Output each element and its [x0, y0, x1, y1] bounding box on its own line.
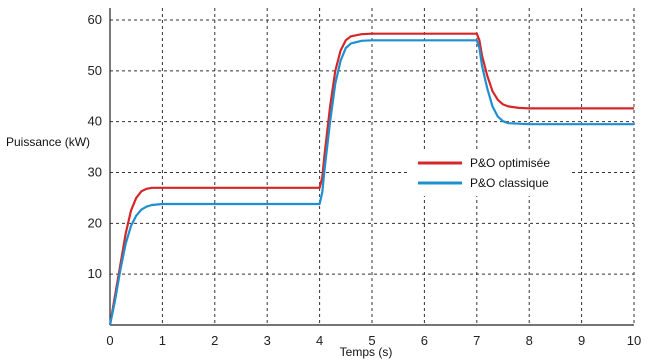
y-tick-label: 40 — [88, 114, 102, 129]
x-tick-label: 9 — [578, 333, 585, 348]
x-tick-label: 4 — [316, 333, 323, 348]
x-axis-label: Temps (s) — [340, 345, 393, 359]
x-tick-label: 8 — [526, 333, 533, 348]
x-tick-label: 1 — [159, 333, 166, 348]
axes — [109, 8, 634, 326]
legend-entry-classique: P&O classique — [470, 176, 549, 190]
x-tick-label: 2 — [211, 333, 218, 348]
series-lines — [108, 32, 634, 326]
tick-labels: 0 1 2 3 4 5 6 7 8 9 10 10 20 30 40 50 60 — [88, 12, 642, 348]
x-tick-label: 7 — [473, 333, 480, 348]
x-tick-label: 3 — [264, 333, 271, 348]
y-tick-label: 50 — [88, 63, 102, 78]
legend: P&O optimisée P&O classique — [408, 150, 572, 196]
x-tick-label: 0 — [106, 333, 113, 348]
series-line-0 — [108, 32, 634, 326]
x-tick-label: 10 — [627, 333, 641, 348]
y-axis-label: Puissance (kW) — [6, 135, 90, 149]
legend-box — [408, 150, 572, 196]
y-tick-label: 60 — [88, 12, 102, 27]
y-tick-label: 10 — [88, 266, 102, 281]
y-tick-label: 20 — [88, 215, 102, 230]
legend-entry-optimisee: P&O optimisée — [470, 156, 550, 170]
series-line-1 — [108, 39, 634, 326]
x-tick-label: 5 — [368, 333, 375, 348]
y-tick-label: 30 — [88, 165, 102, 180]
x-tick-label: 6 — [421, 333, 428, 348]
